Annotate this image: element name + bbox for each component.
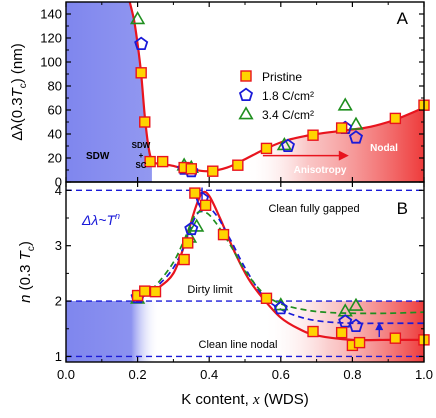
point-a-s0-7 [232,159,244,171]
xtick-label-2: 0.4 [200,367,218,382]
legend-label-0: Pristine [262,70,302,84]
point-b-s0-6 [199,199,212,211]
nodal-label: Nodal [370,143,398,154]
point-b-s0-9 [307,325,319,338]
point-b-s0-1 [139,285,151,297]
point-a-s2-4 [337,97,353,111]
sdw-sc-label-2: + [139,151,144,160]
point-b-s1-3 [273,300,288,315]
point-a-s0-2 [144,155,156,168]
point-a-s0-11 [389,112,402,125]
ytick-label-a-6: 120 [40,31,62,46]
anisotropy-arrow-head [338,150,349,161]
fit-curve-b-1 [133,206,424,325]
xtick-label-1: 0.2 [129,367,147,382]
point-a-s0-10 [335,122,348,134]
ytick-label-a-7: 140 [40,7,62,22]
panel-a-label: A [397,9,409,28]
xtick-label-5: 1.0 [415,367,433,382]
point-b-s0-7 [217,228,230,241]
ytick-label-a-1: 20 [48,151,62,166]
fit-curve-b-2 [133,210,424,315]
ytick-label-b-3: 4 [55,183,62,198]
ytick-label-a-3: 60 [48,103,62,118]
point-a-s0-8 [260,142,273,155]
xtick-label-4: 0.8 [343,367,361,382]
point-a-s2-5 [348,116,364,130]
panel-b-ylabel: n (0.3 Tc) [17,241,37,303]
point-a-s2-0 [129,11,146,25]
legend-marker-0 [240,70,252,82]
point-a-s0-1 [139,116,151,128]
ytick-label-a-5: 100 [40,55,62,70]
arrow-head-1 [375,322,384,331]
sdw-sc-label-1: SDW [132,141,151,150]
legend-marker-2 [238,106,254,120]
nodal-region-a [245,107,424,182]
ytick-label-b-2: 3 [55,238,62,253]
ref-label-clean-nodal: Clean line nodal [199,339,278,351]
point-a-s1-0 [134,36,149,50]
panel-a-ticks: 0 20 40 60 80 100 120 140 [40,2,425,190]
point-b-s0-12 [353,336,366,349]
point-b-s1-5 [348,318,364,333]
point-a-s0-0 [135,67,147,79]
legend-marker-1 [238,87,254,101]
ytick-label-b-1: 2 [55,294,62,309]
panel-b-background [66,301,424,362]
point-a-s1-5 [348,130,364,144]
ytick-label-a-2: 40 [48,127,62,142]
panel-b-label: B [397,199,408,218]
sdw-region-b [66,301,160,362]
panel-a-ylabel: Δλ(0.3Tc) (nm) [9,43,29,141]
panel-a-points [129,11,430,178]
panel-b-ticks: 0.0 0.2 0.4 0.6 0.8 1.0 1 2 3 4 [55,2,433,382]
xtick-label-3: 0.6 [272,367,290,382]
point-b-s0-8 [260,292,273,305]
point-b-s0-10 [335,326,348,339]
point-b-s0-5 [189,187,201,199]
formula-label: Δλ~Tn [81,211,120,228]
ref-label-clean-gapped: Clean fully gapped [268,203,359,215]
point-a-s0-3 [156,155,169,168]
point-a-s1-3 [280,138,296,153]
point-a-s0-5 [185,163,198,175]
point-a-s0-9 [307,129,319,141]
ytick-label-a-4: 80 [48,79,62,94]
point-b-s2-5 [348,297,364,311]
point-b-s1-1 [184,221,199,236]
point-b-s0-3 [178,253,190,266]
anisotropy-label: Anisotropy [294,165,347,176]
point-b-s0-2 [149,285,162,298]
legend-label-1: 1.8 C/cm² [262,89,314,103]
ref-label-dirty: Dirty limit [187,284,232,296]
panel-b-points [129,187,430,352]
legend-label-2: 3.4 C/cm² [262,108,314,122]
sdw-sc-label-3: SC [135,161,146,170]
ytick-label-b-0: 1 [55,349,62,364]
xtick-label-0: 0.0 [57,367,75,382]
sdw-label: SDW [86,151,110,162]
point-b-s0-4 [182,237,194,249]
legend: Pristine 1.8 C/cm² 3.4 C/cm² [238,70,314,122]
point-a-s0-6 [207,165,219,177]
sdw-region-a [66,2,152,182]
point-b-s0-13 [389,332,402,344]
ytick-label-a-0: 0 [55,175,62,190]
x-axis-label: K content, x (WDS) [181,391,309,408]
panel-a-background [66,2,424,182]
point-b-s1-4 [338,314,353,328]
